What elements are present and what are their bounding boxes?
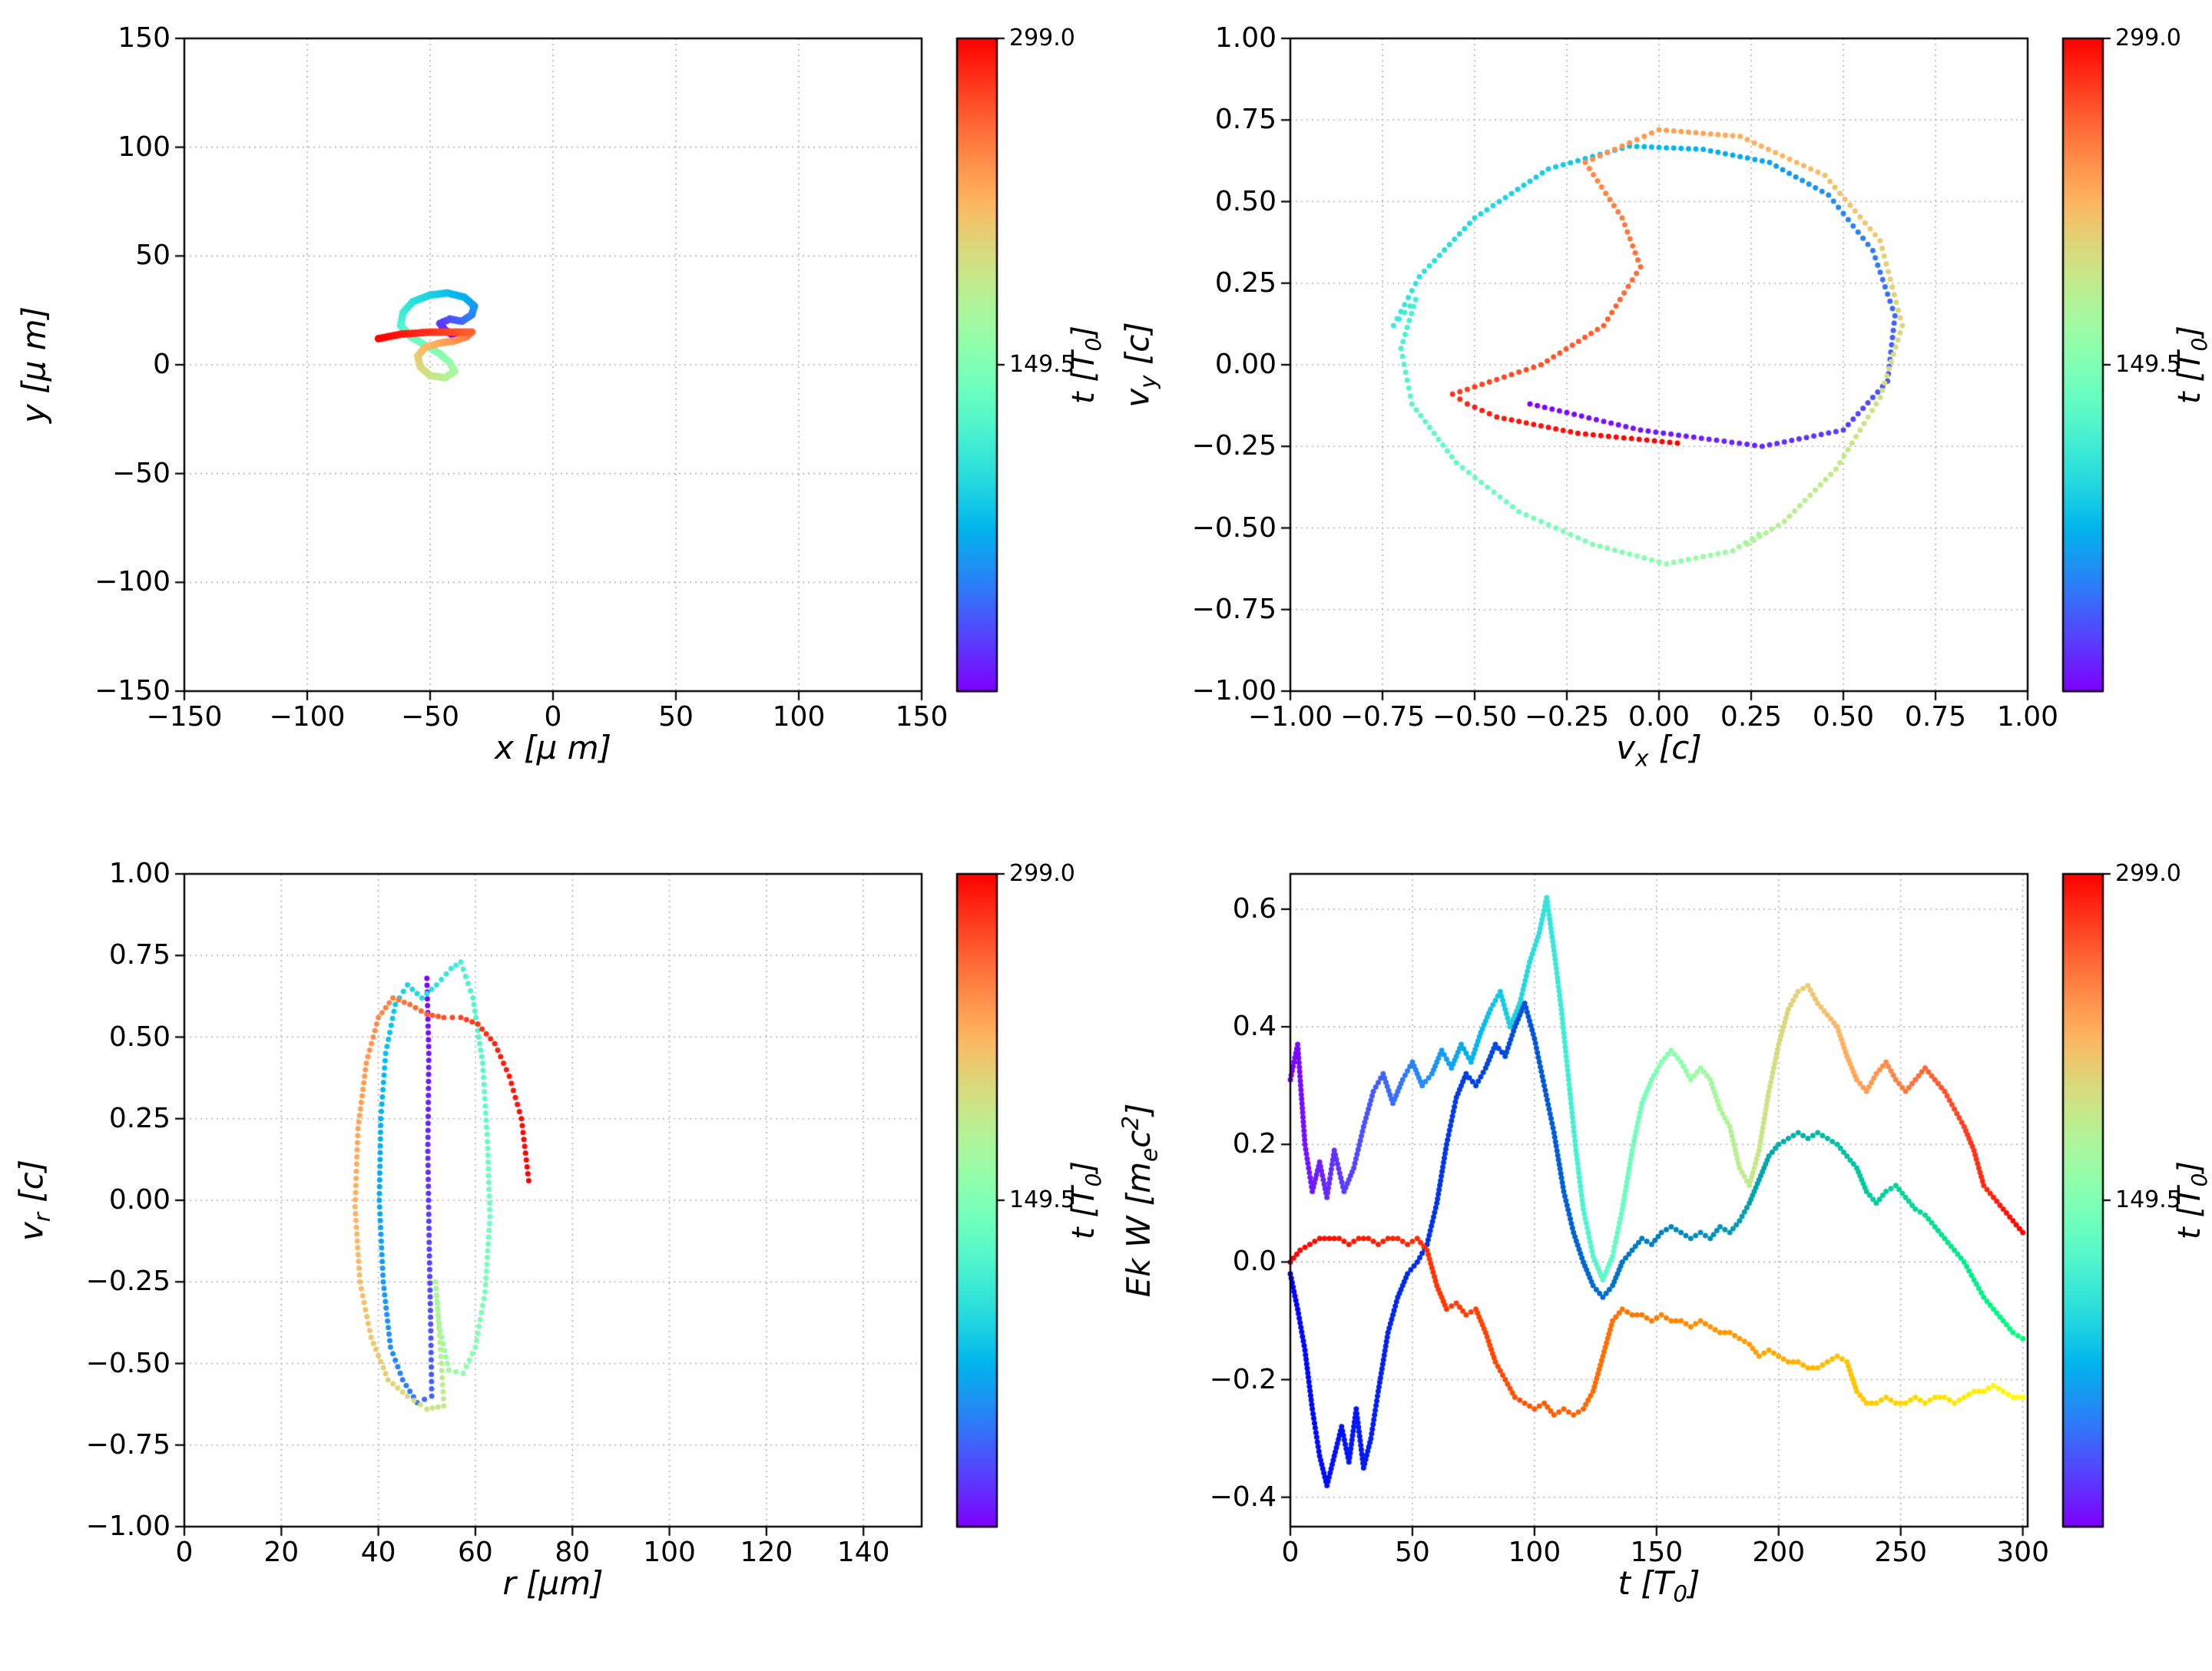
x-tick-label: 100 bbox=[772, 701, 826, 733]
rvr-plot-canvas bbox=[0, 836, 1106, 1671]
x-tick-label: 100 bbox=[643, 1537, 696, 1568]
x-tick-label: 0 bbox=[1281, 1537, 1300, 1568]
x-tick-label: −1.00 bbox=[1247, 701, 1333, 733]
y-tick-label: 0.25 bbox=[108, 1102, 171, 1134]
colorbar-label: t [T0] bbox=[2172, 1161, 2212, 1239]
rvr-x-axis-label: r [μm] bbox=[502, 1564, 604, 1602]
y-tick-label: 0.4 bbox=[1232, 1011, 1277, 1043]
x-tick-label: 250 bbox=[1874, 1537, 1928, 1568]
colorbar-label: t [T0] bbox=[1066, 1161, 1106, 1239]
y-tick-label: −0.2 bbox=[1209, 1363, 1277, 1395]
x-tick-label: 120 bbox=[740, 1537, 793, 1568]
y-tick-label: 0.0 bbox=[1232, 1246, 1277, 1278]
ekw-x-axis-label: t [T0] bbox=[1618, 1564, 1700, 1607]
y-tick-label: 0.6 bbox=[1232, 892, 1277, 925]
y-tick-label: 0.2 bbox=[1232, 1128, 1277, 1160]
vxvy-x-axis-label: vx [c] bbox=[1616, 729, 1702, 772]
x-tick-label: 40 bbox=[360, 1537, 396, 1568]
y-tick-label: 0.75 bbox=[1214, 104, 1277, 136]
colorbar-label: t [T0] bbox=[1066, 326, 1106, 404]
y-tick-label: 0.75 bbox=[108, 939, 171, 971]
x-tick-label: 100 bbox=[1508, 1537, 1561, 1568]
x-tick-label: −0.25 bbox=[1524, 701, 1610, 733]
y-tick-label: −0.25 bbox=[85, 1266, 171, 1298]
y-tick-label: 150 bbox=[118, 22, 171, 54]
x-tick-label: 0 bbox=[175, 1537, 194, 1568]
y-tick-label: −1.00 bbox=[85, 1511, 171, 1542]
colorbar-tick-max: 299.0 bbox=[2115, 25, 2181, 51]
y-tick-label: 50 bbox=[135, 240, 171, 272]
xy-plot-canvas bbox=[0, 0, 1106, 836]
colorbar-tick-mid: 149.5 bbox=[2115, 351, 2181, 378]
colorbar-tick-mid: 149.5 bbox=[1009, 1186, 1075, 1213]
y-tick-label: −0.75 bbox=[85, 1428, 171, 1461]
y-tick-label: 0 bbox=[153, 349, 171, 380]
y-tick-label: −0.25 bbox=[1191, 430, 1277, 462]
x-tick-label: −150 bbox=[146, 701, 223, 733]
y-tick-label: −0.4 bbox=[1209, 1481, 1277, 1513]
y-tick-label: 1.00 bbox=[1214, 22, 1277, 54]
x-tick-label: −0.75 bbox=[1339, 701, 1426, 733]
y-tick-label: 0.00 bbox=[108, 1184, 171, 1216]
colorbar-tick-mid: 149.5 bbox=[1009, 351, 1075, 378]
colorbar-tick-max: 299.0 bbox=[1009, 25, 1075, 51]
x-tick-label: 0 bbox=[544, 701, 562, 733]
y-tick-label: 0.00 bbox=[1214, 349, 1277, 380]
x-tick-label: 0.25 bbox=[1720, 701, 1783, 733]
xy-x-axis-label: x [μ m] bbox=[495, 729, 611, 766]
x-tick-label: 300 bbox=[1996, 1537, 2049, 1568]
x-tick-label: −100 bbox=[269, 701, 346, 733]
x-tick-label: 60 bbox=[458, 1537, 493, 1568]
x-tick-label: −0.50 bbox=[1432, 701, 1518, 733]
x-tick-label: 140 bbox=[836, 1537, 890, 1568]
colorbar-tick-max: 299.0 bbox=[1009, 860, 1075, 887]
y-tick-label: 1.00 bbox=[108, 858, 171, 889]
y-tick-label: −0.50 bbox=[85, 1347, 171, 1379]
x-tick-label: 200 bbox=[1752, 1537, 1806, 1568]
x-tick-label: 0.50 bbox=[1812, 701, 1875, 733]
y-tick-label: 0.25 bbox=[1214, 266, 1277, 299]
y-tick-label: −1.00 bbox=[1191, 675, 1277, 706]
y-tick-label: 0.50 bbox=[108, 1021, 171, 1053]
x-tick-label: 1.00 bbox=[1996, 701, 2059, 733]
colorbar-tick-max: 299.0 bbox=[2115, 860, 2181, 887]
x-tick-label: 50 bbox=[658, 701, 694, 733]
y-tick-label: −50 bbox=[112, 457, 171, 489]
x-tick-label: 80 bbox=[555, 1537, 591, 1568]
panel-velocity-orbit: vy [c] vx [c] 299.0 149.5 t [T0] −1.00 −0… bbox=[1106, 0, 2212, 836]
x-tick-label: 150 bbox=[895, 701, 949, 733]
y-tick-label: −0.75 bbox=[1191, 593, 1277, 625]
x-tick-label: −50 bbox=[401, 701, 459, 733]
y-tick-label: 0.50 bbox=[1214, 185, 1277, 217]
y-tick-label: 100 bbox=[118, 131, 171, 163]
y-tick-label: −0.50 bbox=[1191, 511, 1277, 544]
x-tick-label: 20 bbox=[263, 1537, 300, 1568]
x-tick-label: 0.00 bbox=[1628, 701, 1690, 733]
y-tick-label: −100 bbox=[94, 566, 171, 598]
colorbar-tick-mid: 149.5 bbox=[2115, 1186, 2181, 1213]
x-tick-label: 0.75 bbox=[1904, 701, 1967, 733]
x-tick-label: 150 bbox=[1630, 1537, 1684, 1568]
panel-radial-phase: vr [c] r [μm] 299.0 149.5 t [T0] 0 20 40 60… bbox=[0, 836, 1106, 1671]
ekw-plot-canvas bbox=[1106, 836, 2212, 1671]
x-tick-label: 50 bbox=[1395, 1537, 1430, 1568]
y-tick-label: −150 bbox=[94, 675, 171, 706]
panel-xy-trajectory: y [μ m] x [μ m] 299.0 149.5 t [T0] −150−… bbox=[0, 0, 1106, 836]
colorbar-label: t [T0] bbox=[2172, 326, 2212, 404]
vxvy-plot-canvas bbox=[1106, 0, 2212, 836]
